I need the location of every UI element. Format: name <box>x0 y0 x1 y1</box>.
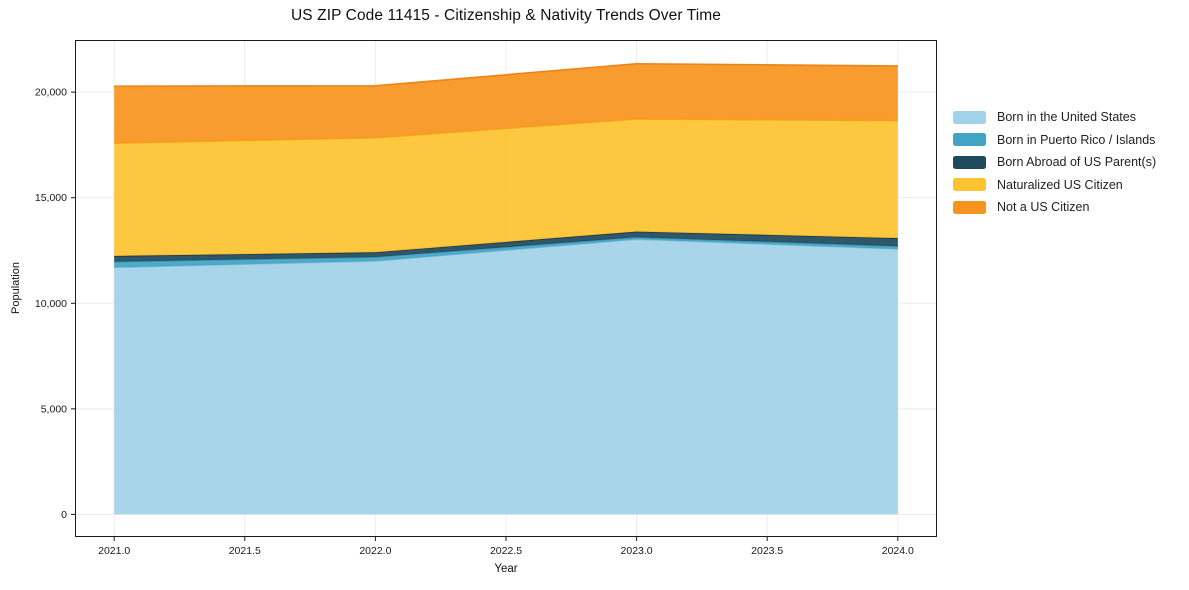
x-tick-label: 2023.5 <box>751 545 783 557</box>
legend-item: Born Abroad of US Parent(s) <box>953 151 1156 174</box>
legend-item: Not a US Citizen <box>953 196 1156 219</box>
area-born-in-puerto-rico-islands <box>114 237 898 268</box>
x-tick-label: 2021.5 <box>229 545 261 557</box>
legend-swatch-not-a-us-citizen <box>953 200 986 214</box>
x-tick-label: 2022.0 <box>359 545 391 557</box>
x-tick-label: 2022.5 <box>490 545 522 557</box>
legend-item: Born in Puerto Rico / Islands <box>953 129 1156 152</box>
legend-swatch-born-in-the-united-states <box>953 110 986 124</box>
legend-label: Naturalized US Citizen <box>997 177 1123 192</box>
legend-item: Naturalized US Citizen <box>953 174 1156 197</box>
legend-swatch-born-abroad-of-us-parent-s <box>953 155 986 169</box>
axes-frame <box>75 40 937 537</box>
y-tick-label: 15,000 <box>35 192 67 204</box>
legend-label: Born in Puerto Rico / Islands <box>997 132 1156 147</box>
legend-swatch-born-in-puerto-rico-islands <box>953 133 986 147</box>
legend-label: Born in the United States <box>997 110 1136 125</box>
y-tick-label: 10,000 <box>35 298 67 310</box>
y-axis-label: Population <box>10 262 22 314</box>
legend-item: Born in the United States <box>953 106 1156 129</box>
y-tick-label: 5,000 <box>41 403 67 415</box>
y-tick-label: 20,000 <box>35 87 67 99</box>
x-tick-label: 2023.0 <box>621 545 653 557</box>
x-tick-label: 2021.0 <box>98 545 130 557</box>
chart-title: US ZIP Code 11415 - Citizenship & Nativi… <box>290 7 722 24</box>
y-tick-label: 0 <box>61 509 67 521</box>
legend: Born in the United States Born in Puerto … <box>953 106 1156 219</box>
x-axis-label: Year <box>494 563 518 575</box>
area-naturalized-us-citizen <box>114 119 898 256</box>
legend-label: Born Abroad of US Parent(s) <box>997 155 1157 170</box>
area-born-in-the-united-states <box>114 239 898 515</box>
legend-label: Not a US Citizen <box>997 200 1090 215</box>
area-edge-not-a-us-citizen <box>114 62 898 87</box>
legend-swatch-naturalized-us-citizen <box>953 178 986 192</box>
x-tick-label: 2024.0 <box>882 545 914 557</box>
area-not-a-us-citizen <box>114 63 898 144</box>
area-born-abroad-of-us-parent-s <box>114 231 898 262</box>
